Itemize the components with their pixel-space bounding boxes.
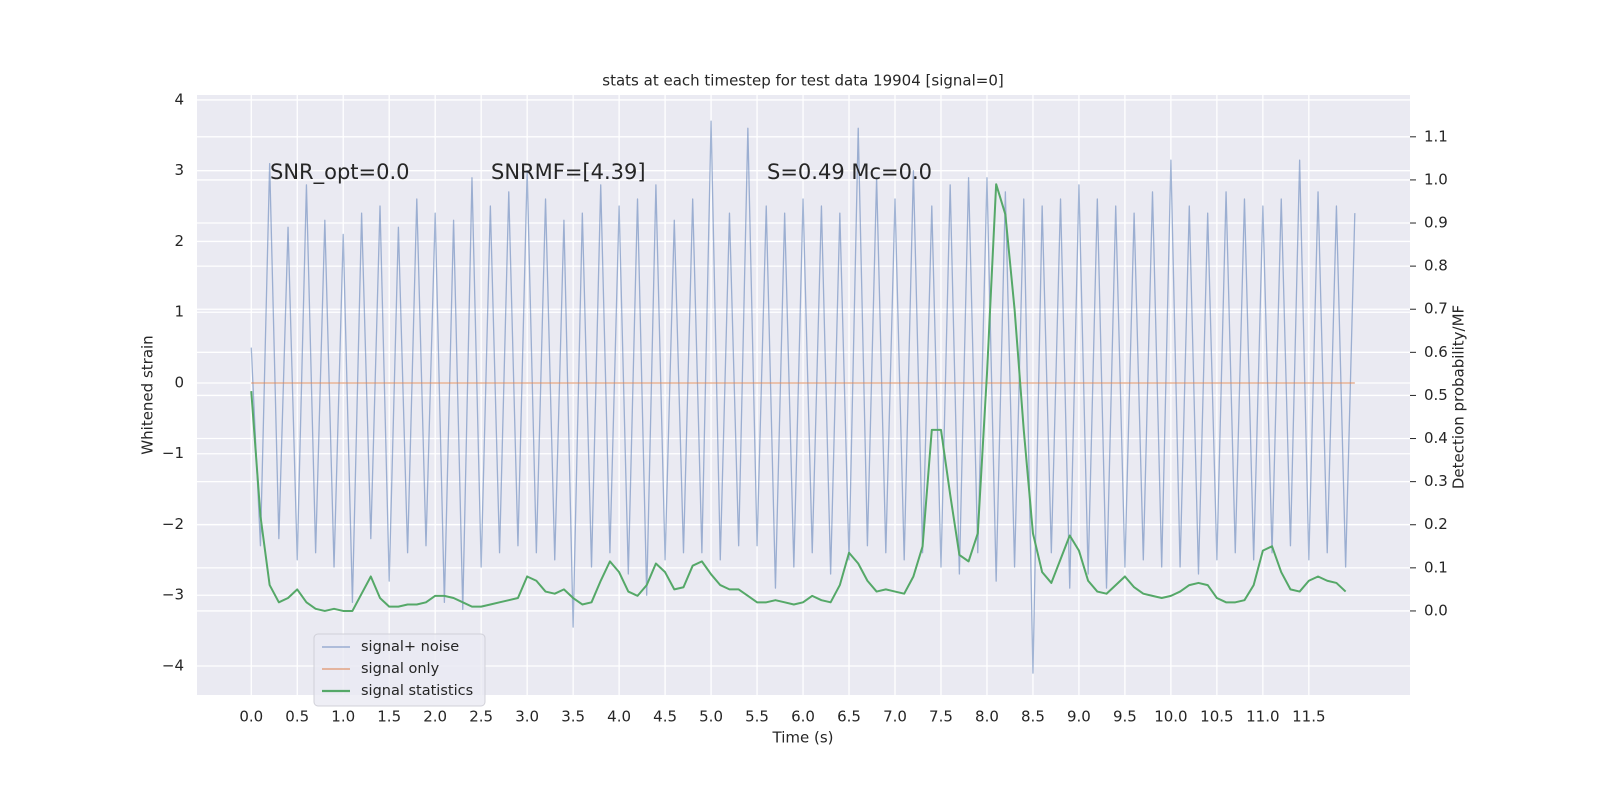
marks: [250, 120, 1356, 674]
legend-label: signal statistics: [361, 683, 473, 699]
y2-tick-label: 0.1: [1424, 558, 1448, 576]
legend-label: signal only: [361, 661, 440, 677]
x-tick-label: 7.5: [929, 708, 953, 726]
x-tick-label: 1.5: [377, 708, 401, 726]
x-tick-label: 10.0: [1154, 708, 1187, 726]
x-tick-label: 3.0: [515, 708, 539, 726]
y-axis-label: Whitened strain: [139, 335, 157, 454]
x-tick-label: 5.5: [745, 708, 769, 726]
x-tick-label: 1.0: [331, 708, 355, 726]
y-tick-label: 1: [174, 303, 184, 321]
x-tick-label: 10.5: [1200, 708, 1233, 726]
y-tick-label: −2: [162, 515, 184, 533]
legend-box: [313, 633, 486, 707]
y2-axis-label: Detection probability/MF: [1450, 305, 1468, 489]
x-axis-label: Time (s): [772, 729, 834, 747]
series-line: [250, 183, 1347, 612]
y2-tick-label: 0.7: [1424, 300, 1448, 318]
y-tick-label: −3: [162, 586, 184, 604]
x-tick-label: 0.0: [239, 708, 263, 726]
y-tick-label: 3: [174, 161, 184, 179]
grid: [197, 95, 1410, 695]
x-tick-label: 4.0: [607, 708, 631, 726]
y-tick-label: −1: [162, 444, 184, 462]
y-tick-label: 0: [174, 373, 184, 391]
y2-tick-label: 0.5: [1424, 386, 1448, 404]
x-tick-label: 9.0: [1067, 708, 1091, 726]
x-tick-label: 6.5: [837, 708, 861, 726]
y-tick-label: 2: [174, 232, 184, 250]
x-tick-label: 0.5: [285, 708, 309, 726]
x-tick-label: 4.5: [653, 708, 677, 726]
x-tick-label: 7.0: [883, 708, 907, 726]
chart-title: stats at each timestep for test data 199…: [602, 72, 1003, 90]
y-tick-label: −4: [162, 656, 184, 674]
x-tick-label: 6.0: [791, 708, 815, 726]
x-tick-label: 2.5: [469, 708, 493, 726]
x-tick-label: 8.5: [1021, 708, 1045, 726]
x-tick-label: 2.0: [423, 708, 447, 726]
x-tick-label: 3.5: [561, 708, 585, 726]
series-line: [250, 120, 1356, 674]
y-tick-label: 4: [174, 90, 184, 108]
x-tick-label: 9.5: [1113, 708, 1137, 726]
legend-label: signal+ noise: [361, 639, 459, 655]
y2-tick-label: 0.6: [1424, 343, 1448, 361]
annotation: SNRMF=[4.39]: [491, 160, 646, 184]
x-tick-label: 11.0: [1246, 708, 1279, 726]
y2-tick-label: 0.9: [1424, 214, 1448, 232]
annotation: SNR_opt=0.0: [270, 160, 410, 185]
legend: signal+ noise signal only signal statistic…: [313, 633, 486, 707]
x-tick-label: 8.0: [975, 708, 999, 726]
y2-tick-label: 0.8: [1424, 257, 1448, 275]
y2-tick-label: 1.0: [1424, 170, 1448, 188]
y2-tick-label: 0.4: [1424, 429, 1448, 447]
labels: 0.0 0.5 1.0 1.5 2.0 2.5 3.0 3.5 4.0 4.5 5.0 5.5 6.0 6…: [162, 90, 1448, 725]
y2-tick-label: 1.1: [1424, 127, 1448, 145]
y2-tick-label: 0.2: [1424, 515, 1448, 533]
x-tick-label: 5.0: [699, 708, 723, 726]
annotation: S=0.49 Mc=0.0: [767, 160, 932, 184]
y2-tick-label: 0.0: [1424, 601, 1448, 619]
y2-tick-label: 0.3: [1424, 472, 1448, 490]
x-tick-label: 11.5: [1292, 708, 1325, 726]
